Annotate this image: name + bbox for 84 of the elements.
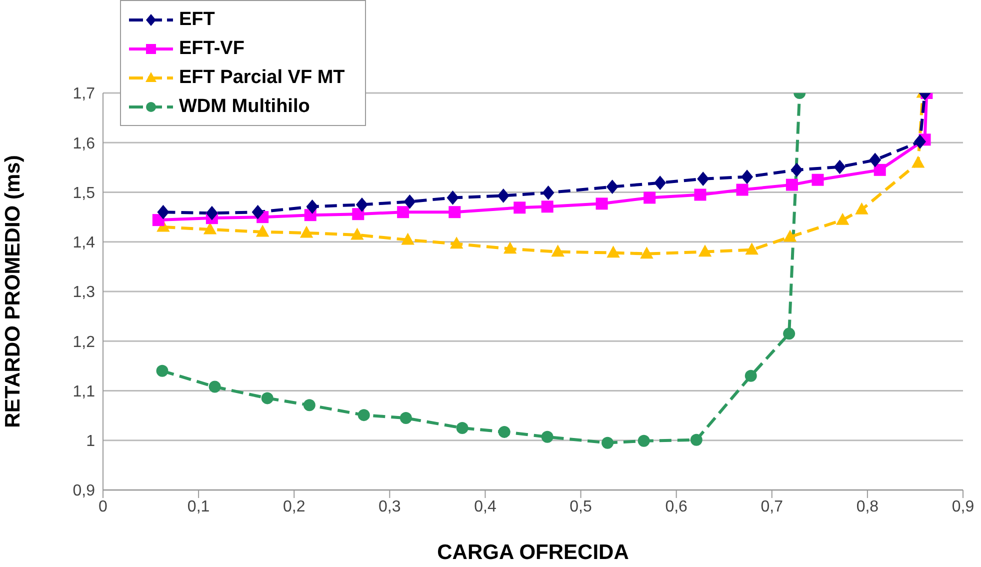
point <box>644 192 656 204</box>
point <box>541 200 554 213</box>
y-tick-label: 1,3 <box>72 284 96 302</box>
point <box>596 198 608 210</box>
point <box>206 206 218 220</box>
legend-label: EFT <box>179 8 215 30</box>
point <box>456 422 468 434</box>
point <box>744 370 757 382</box>
point <box>208 380 221 393</box>
point <box>156 364 168 377</box>
x-tick-label: 0 <box>98 498 108 516</box>
point <box>541 430 554 443</box>
y-tick-label: 1 <box>86 433 96 450</box>
point <box>551 244 564 257</box>
x-tick-label: 0,4 <box>474 498 496 516</box>
point <box>448 206 461 218</box>
point <box>350 228 364 240</box>
point <box>356 197 368 212</box>
point <box>786 178 798 191</box>
point <box>812 174 824 186</box>
point <box>400 412 412 424</box>
point <box>606 180 618 194</box>
point <box>446 190 459 205</box>
point <box>783 328 796 340</box>
point <box>834 160 846 174</box>
point <box>914 134 926 149</box>
point <box>874 164 886 176</box>
x-tick-label: 0,2 <box>282 498 306 516</box>
x-tick-label: 0,3 <box>378 498 401 516</box>
point <box>252 204 264 220</box>
point <box>542 186 554 200</box>
point <box>497 188 510 203</box>
point <box>404 194 416 209</box>
point <box>790 162 803 178</box>
y-tick-label: 1,1 <box>72 383 96 400</box>
point <box>694 188 706 201</box>
y-tick-label: 1,6 <box>72 135 96 152</box>
x-tick-label: 0,1 <box>187 498 210 516</box>
point <box>450 236 464 249</box>
x-tick-label: 0,5 <box>570 498 592 516</box>
point <box>300 226 314 238</box>
x-tick-label: 0,9 <box>952 498 974 516</box>
y-tick-label: 1,7 <box>72 86 96 103</box>
point <box>503 242 517 254</box>
point <box>654 176 666 190</box>
y-axis-title: RETARDO PROMEDIO (ms) <box>1 155 24 428</box>
y-tick-label: 1,4 <box>72 234 96 252</box>
y-tick-label: 1,5 <box>72 184 96 202</box>
point <box>690 434 702 446</box>
point <box>698 244 712 257</box>
point <box>736 184 748 196</box>
point <box>638 434 650 447</box>
point <box>741 170 754 184</box>
point <box>514 202 526 214</box>
point <box>836 212 850 225</box>
x-axis-title: CARGA OFRECIDA <box>437 541 629 564</box>
point <box>306 199 318 214</box>
point <box>303 399 316 412</box>
legend-label: EFT-VF <box>179 38 244 60</box>
point <box>697 172 710 186</box>
x-tick-label: 0,6 <box>665 498 688 516</box>
point <box>256 224 270 237</box>
point <box>745 242 758 255</box>
y-tick-label: 0,9 <box>72 482 96 500</box>
point <box>203 222 217 234</box>
point <box>358 409 370 422</box>
point <box>606 246 620 258</box>
point <box>261 392 274 404</box>
point <box>498 426 510 438</box>
point <box>783 230 797 242</box>
point <box>401 232 414 245</box>
point <box>397 206 410 218</box>
legend-label: WDM Multihilo <box>179 96 310 118</box>
legend-label: EFT Parcial VF MT <box>179 66 345 88</box>
point <box>157 204 170 220</box>
x-tick-label: 0,7 <box>760 498 784 516</box>
point <box>602 436 614 449</box>
y-tick-label: 1,2 <box>72 334 96 351</box>
point <box>855 202 868 214</box>
point <box>640 246 654 259</box>
x-tick-label: 0,8 <box>856 498 879 516</box>
point <box>869 152 882 168</box>
point <box>911 156 925 168</box>
point <box>352 208 364 220</box>
